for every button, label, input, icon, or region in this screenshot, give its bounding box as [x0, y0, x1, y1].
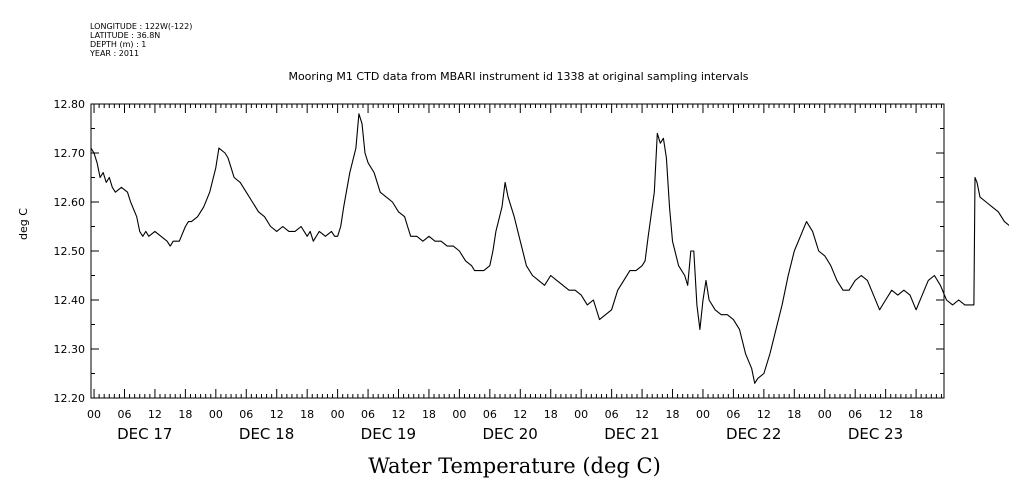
metadata-block: LONGITUDE : 122W(-122) LATITUDE : 36.8N … — [90, 22, 192, 58]
day-label: DEC 19 — [361, 425, 416, 443]
y-tick-label: 12.70 — [54, 147, 86, 160]
y-tick-label: 12.50 — [54, 245, 86, 258]
x-tick-label: 06 — [117, 408, 131, 421]
x-tick-label: 18 — [909, 408, 923, 421]
x-tick-label: 12 — [392, 408, 406, 421]
day-label: DEC 18 — [239, 425, 294, 443]
chart-subtitle: Mooring M1 CTD data from MBARI instrumen… — [288, 70, 749, 83]
x-tick-label: 00 — [452, 408, 466, 421]
x-tick-label: 18 — [666, 408, 680, 421]
x-tick-label: 12 — [757, 408, 771, 421]
series-group — [90, 113, 1009, 384]
x-tick-label: 00 — [696, 408, 710, 421]
x-tick-label: 06 — [483, 408, 497, 421]
day-label: DEC 23 — [848, 425, 903, 443]
x-tick-label: 00 — [87, 408, 101, 421]
y-tick-label: 12.30 — [54, 343, 86, 356]
longitude-label: LONGITUDE : 122W(-122) — [90, 22, 193, 31]
year-label: YEAR : 2011 — [90, 49, 140, 58]
y-tick-label: 12.80 — [54, 98, 86, 111]
depth-label: DEPTH (m) : 1 — [90, 40, 147, 49]
x-tick-label: 12 — [635, 408, 649, 421]
x-tick-label: 00 — [818, 408, 832, 421]
x-tick-label: 18 — [178, 408, 192, 421]
latitude-label: LATITUDE : 36.8N — [90, 31, 161, 40]
x-tick-label: 06 — [605, 408, 619, 421]
y-tick-label: 12.60 — [54, 196, 86, 209]
day-label: DEC 21 — [604, 425, 659, 443]
x-tick-label: 18 — [300, 408, 314, 421]
x-tick-label: 06 — [848, 408, 862, 421]
x-tick-label: 12 — [148, 408, 162, 421]
x-tick-label: 00 — [209, 408, 223, 421]
x-tick-label: 12 — [270, 408, 284, 421]
x-tick-label: 18 — [787, 408, 801, 421]
x-tick-label: 12 — [879, 408, 893, 421]
x-tick-label: 18 — [544, 408, 558, 421]
day-label: DEC 17 — [117, 425, 172, 443]
temperature-series-line — [90, 113, 1009, 384]
day-label: DEC 20 — [482, 425, 537, 443]
x-tick-label: 00 — [331, 408, 345, 421]
day-label: DEC 22 — [726, 425, 781, 443]
x-tick-label: 06 — [726, 408, 740, 421]
chart-title: Water Temperature (deg C) — [368, 454, 661, 478]
x-tick-label: 12 — [513, 408, 527, 421]
y-tick-label: 12.40 — [54, 294, 86, 307]
x-tick-label: 06 — [361, 408, 375, 421]
x-tick-label: 06 — [239, 408, 253, 421]
axis-ticks — [91, 103, 944, 399]
x-tick-label: 18 — [422, 408, 436, 421]
axis-labels: 12.20 12.30 12.40 12.50 12.60 12.70 12.80 00 06 1… — [54, 98, 924, 443]
x-tick-label: 00 — [574, 408, 588, 421]
y-tick-label: 12.20 — [54, 392, 86, 405]
